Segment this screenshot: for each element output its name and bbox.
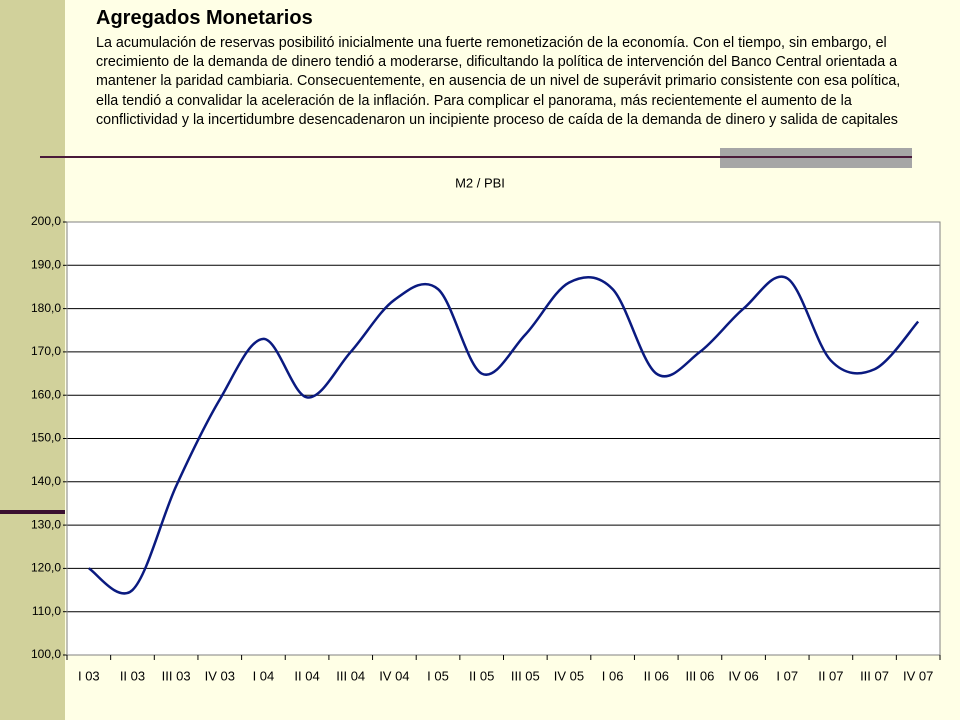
x-tick-label: I 04	[253, 668, 275, 683]
y-tick-label: 180,0	[31, 301, 61, 315]
chart-title: M2 / PBI	[455, 175, 505, 190]
y-tick-label: 190,0	[31, 257, 61, 271]
y-tick-label: 130,0	[31, 517, 61, 531]
x-tick-label: I 07	[776, 668, 798, 683]
x-tick-label: III 04	[336, 668, 365, 683]
x-tick-label: IV 03	[205, 668, 235, 683]
side-accent	[0, 510, 65, 514]
header: Agregados Monetarios La acumulación de r…	[96, 7, 908, 130]
x-tick-label: II 05	[469, 668, 494, 683]
y-tick-label: 200,0	[31, 214, 61, 228]
y-tick-label: 100,0	[31, 647, 61, 661]
x-tick-label: II 06	[644, 668, 669, 683]
x-tick-label: I 03	[78, 668, 100, 683]
x-tick-label: III 06	[685, 668, 714, 683]
y-tick-label: 140,0	[31, 474, 61, 488]
y-tick-label: 120,0	[31, 561, 61, 575]
x-tick-label: II 03	[120, 668, 145, 683]
x-tick-label: I 06	[602, 668, 624, 683]
y-tick-label: 110,0	[32, 604, 61, 618]
y-tick-label: 150,0	[31, 431, 61, 445]
x-tick-label: IV 05	[554, 668, 584, 683]
x-tick-label: III 03	[162, 668, 191, 683]
x-tick-label: IV 07	[903, 668, 933, 683]
x-tick-label: IV 04	[379, 668, 409, 683]
x-tick-label: IV 06	[728, 668, 758, 683]
series-line	[88, 275, 920, 595]
side-band	[0, 0, 65, 720]
slide-title: Agregados Monetarios	[96, 7, 313, 29]
x-tick-label: II 04	[294, 668, 319, 683]
x-tick-label: II 07	[818, 668, 843, 683]
slide-text: La acumulación de reservas posibilitó in…	[96, 35, 901, 128]
x-tick-label: I 05	[427, 668, 449, 683]
x-tick-label: III 05	[511, 668, 540, 683]
y-tick-label: 160,0	[31, 387, 61, 401]
x-tick-label: III 07	[860, 668, 889, 683]
y-tick-label: 170,0	[31, 344, 61, 358]
